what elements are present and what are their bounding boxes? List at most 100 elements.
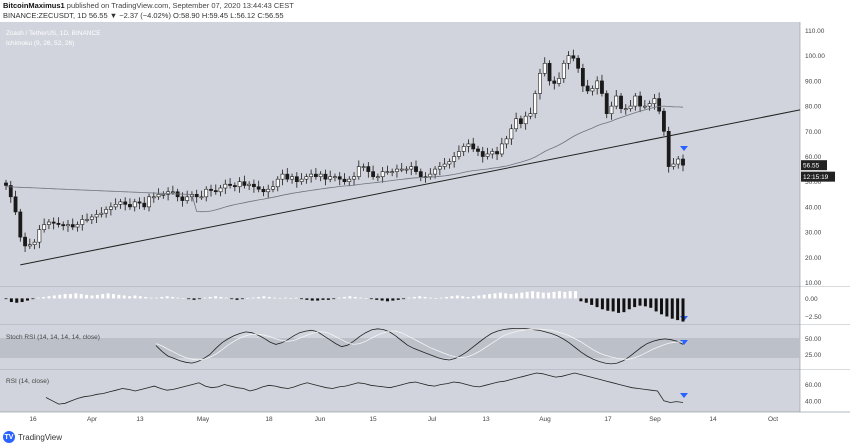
- x-tick-label: Jul: [428, 416, 437, 423]
- candle-body: [523, 115, 528, 125]
- candle-body: [504, 138, 509, 145]
- candle-body: [609, 105, 614, 114]
- macd-bar: [332, 298, 336, 300]
- macd-bar: [466, 296, 470, 299]
- macd-bar: [380, 298, 384, 301]
- macd-bar: [493, 293, 497, 299]
- candle-body: [337, 176, 342, 180]
- candle-body: [18, 211, 23, 238]
- candle-body: [542, 62, 547, 74]
- candle-body: [147, 196, 151, 208]
- candle-body: [681, 158, 685, 166]
- ohlc-low: L:56.12: [230, 11, 256, 20]
- candle-body: [380, 171, 385, 177]
- macd-bar: [4, 298, 8, 300]
- candle-body: [495, 151, 499, 155]
- candle-body: [652, 98, 657, 104]
- macd-bar: [171, 296, 175, 299]
- indicator-label: Ichimoku (9, 26, 52, 26): [6, 40, 74, 47]
- candle-body: [261, 188, 266, 193]
- candle-body: [27, 244, 32, 247]
- macd-bar: [138, 296, 142, 299]
- macd-bar: [590, 298, 594, 305]
- x-tick-label: 18: [265, 416, 273, 423]
- candle-body: [595, 80, 600, 89]
- candle-body: [118, 201, 123, 205]
- macd-bar: [337, 297, 341, 299]
- rsi-arrow-icon: [680, 393, 688, 398]
- candle-body: [132, 201, 137, 208]
- macd-bar: [316, 298, 320, 301]
- macd-bar: [665, 298, 669, 317]
- candle-body: [576, 57, 581, 69]
- macd-bar: [670, 298, 674, 319]
- macd-bar: [622, 298, 626, 313]
- candle-body: [104, 209, 109, 214]
- macd-bar: [643, 298, 647, 307]
- stoch-tick-label: 50.00: [805, 336, 822, 343]
- candle-body: [242, 181, 247, 186]
- macd-bar: [525, 291, 529, 299]
- price-tick-label: 90.00: [805, 78, 822, 85]
- candle-body: [4, 182, 8, 186]
- price-tick-label: 10.00: [805, 280, 822, 287]
- candle-body: [142, 202, 147, 208]
- candle-body: [128, 204, 132, 208]
- footer-brand[interactable]: TradingView: [18, 432, 63, 442]
- stoch-d-line: [155, 328, 683, 361]
- macd-bar: [300, 298, 304, 300]
- candle-body: [299, 178, 304, 182]
- candle-body: [13, 196, 18, 213]
- candle-body: [404, 168, 409, 171]
- candle-body: [94, 214, 99, 218]
- macd-bar: [111, 294, 115, 299]
- candle-body: [461, 146, 466, 152]
- candle-body: [47, 221, 51, 225]
- macd-bar: [547, 292, 551, 299]
- price-tick-label: 70.00: [805, 129, 822, 136]
- macd-bar: [552, 291, 556, 299]
- author-name[interactable]: BitcoinMaximus1: [3, 1, 65, 10]
- x-tick-label: 17: [604, 416, 612, 423]
- candle-body: [457, 151, 461, 157]
- macd-bar: [385, 298, 389, 302]
- macd-bar: [498, 292, 502, 299]
- x-tick-label: Jun: [315, 416, 326, 423]
- candle-body: [8, 185, 13, 198]
- candle-body: [61, 224, 66, 227]
- macd-bar: [224, 297, 228, 299]
- candle-body: [638, 95, 642, 107]
- macd-bar: [310, 298, 314, 301]
- candle-body: [185, 196, 190, 201]
- macd-bar: [391, 298, 395, 301]
- macd-bar: [450, 296, 454, 299]
- candle-body: [614, 95, 619, 107]
- candle-body: [662, 110, 666, 132]
- macd-bar: [149, 297, 153, 299]
- candle-body: [590, 88, 595, 92]
- macd-bar: [353, 296, 357, 299]
- macd-bar: [364, 298, 368, 300]
- candle-body: [671, 163, 676, 167]
- panel-bg-1: [0, 287, 800, 325]
- candle-body: [657, 98, 662, 112]
- support-trendline: [20, 109, 801, 266]
- candle-body: [70, 224, 75, 228]
- macd-bar: [531, 291, 535, 299]
- macd-bar: [595, 298, 599, 308]
- candle-body: [528, 113, 533, 117]
- candle-body: [123, 201, 128, 205]
- candle-body: [228, 183, 232, 186]
- macd-bar: [267, 296, 271, 299]
- candle-body: [533, 93, 538, 114]
- candle-body: [323, 173, 328, 180]
- price-tick-label: 60.00: [805, 154, 822, 161]
- macd-bar: [90, 295, 94, 299]
- candle-body: [399, 168, 404, 171]
- candle-body: [237, 181, 242, 188]
- macd-bar: [208, 296, 212, 299]
- candle-body: [333, 176, 337, 178]
- candle-body: [204, 188, 209, 198]
- macd-bar: [289, 298, 293, 300]
